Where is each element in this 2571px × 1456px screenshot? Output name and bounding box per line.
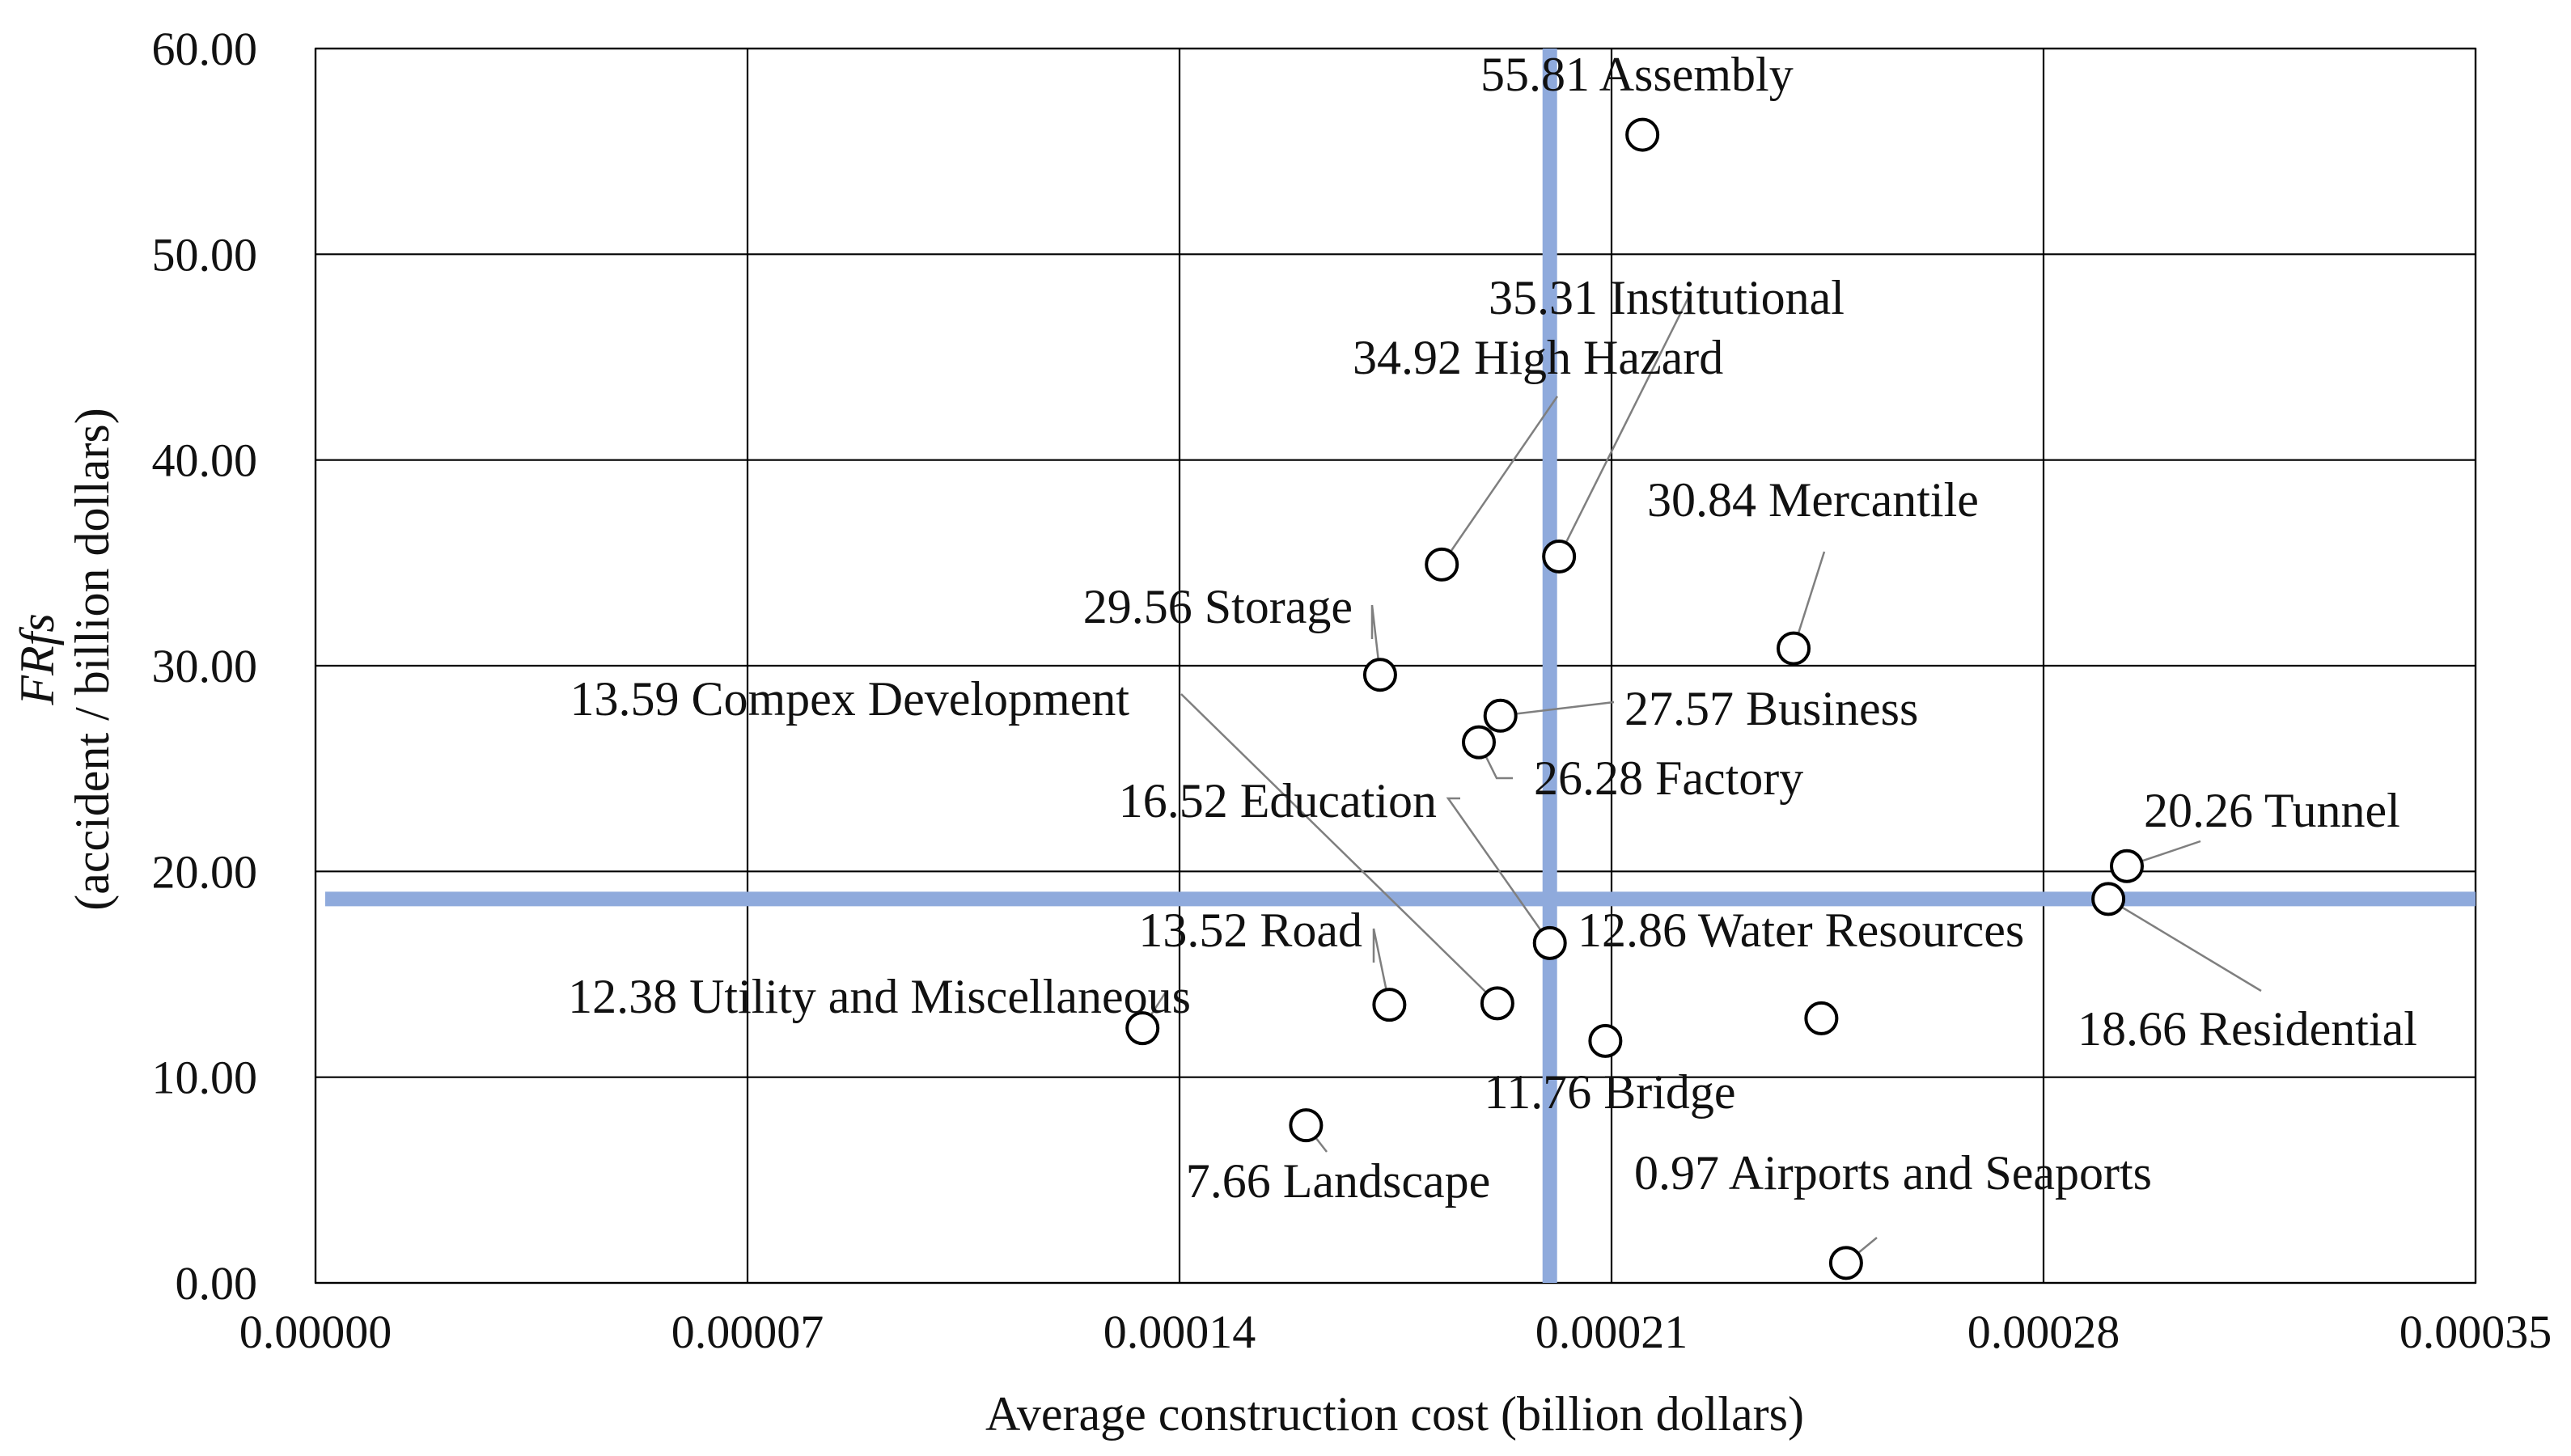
x-tick-label: 0.00000 <box>239 1306 392 1358</box>
leader-line <box>1370 604 1382 675</box>
data-point <box>2091 882 2126 916</box>
point-label: 29.56 Storage <box>1083 580 1353 633</box>
data-point <box>1461 725 1496 760</box>
x-tick-label: 0.00014 <box>1103 1306 1256 1358</box>
data-point <box>1542 539 1577 574</box>
y-tick-label: 30.00 <box>152 640 258 692</box>
data-point <box>1425 547 1459 582</box>
point-label: 12.38 Utility and Miscellaneous <box>568 970 1191 1023</box>
y-axis-title-sub: (accident / billion dollars) <box>66 408 119 910</box>
point-labels: 55.81 Assembly 35.31 Institutional 34.92 H… <box>568 48 2417 1208</box>
data-point <box>2109 849 2144 883</box>
y-tick-label: 20.00 <box>152 845 258 898</box>
x-tick-label: 0.00035 <box>2399 1306 2552 1358</box>
y-tick-label: 60.00 <box>152 23 258 75</box>
data-points <box>1125 117 2144 1280</box>
y-axis-title: FRfs (accident / billion dollars) <box>11 408 119 910</box>
x-tick-label: 0.00021 <box>1535 1306 1688 1358</box>
grid-layer <box>314 47 2477 1285</box>
x-tick-label: 0.00028 <box>1967 1306 2120 1358</box>
point-label: 34.92 High Hazard <box>1353 331 1723 384</box>
leader-line <box>1446 797 1551 944</box>
y-tick-label: 40.00 <box>152 434 258 487</box>
data-point <box>1777 631 1811 666</box>
tick-labels: 0.00000 0.00007 0.00014 0.00021 0.00028 0.000… <box>152 23 2552 1358</box>
data-point <box>1588 1023 1623 1058</box>
data-point <box>1828 1246 1863 1280</box>
data-point <box>1483 698 1518 733</box>
data-point <box>1625 117 1660 152</box>
point-label: 55.81 Assembly <box>1480 48 1794 101</box>
leader-line <box>2107 898 2262 993</box>
point-label: 26.28 Factory <box>1534 751 1803 805</box>
point-label: 16.52 Education <box>1119 774 1437 827</box>
point-label: 30.84 Mercantile <box>1647 473 1979 527</box>
data-point <box>1289 1108 1324 1143</box>
point-label: 7.66 Landscape <box>1186 1154 1491 1208</box>
leader-line <box>1441 396 1559 565</box>
data-point <box>1804 1001 1839 1035</box>
point-label: 18.66 Residential <box>2078 1002 2417 1056</box>
point-label: 12.86 Water Resources <box>1578 904 2024 957</box>
point-label: 20.26 Tunnel <box>2144 784 2400 837</box>
leader-line <box>1180 693 1498 1005</box>
y-tick-label: 50.00 <box>152 228 258 281</box>
data-point <box>1532 925 1567 960</box>
x-tick-label: 0.00007 <box>671 1306 824 1358</box>
leader-line <box>1500 700 1615 717</box>
point-label: 11.76 Bridge <box>1484 1065 1735 1119</box>
y-tick-label: 0.00 <box>176 1257 258 1310</box>
data-point <box>1362 658 1397 692</box>
leader-line <box>1372 928 1391 1005</box>
data-point <box>1372 988 1407 1022</box>
point-label: 35.31 Institutional <box>1489 271 1845 324</box>
plot-frame <box>314 47 2477 1285</box>
y-axis-title-main: FRfs <box>11 613 64 705</box>
data-point <box>1125 1011 1160 1046</box>
x-axis-title: Average construction cost (billion dolla… <box>985 1387 1804 1441</box>
leader-line <box>1558 292 1692 557</box>
data-point <box>1480 986 1514 1021</box>
y-tick-label: 10.00 <box>152 1052 258 1104</box>
point-label: 13.52 Road <box>1138 904 1362 957</box>
point-label: 27.57 Business <box>1624 682 1918 735</box>
point-label: 0.97 Airports and Seaports <box>1634 1146 2152 1200</box>
point-label: 13.59 Compex Development <box>570 672 1129 726</box>
